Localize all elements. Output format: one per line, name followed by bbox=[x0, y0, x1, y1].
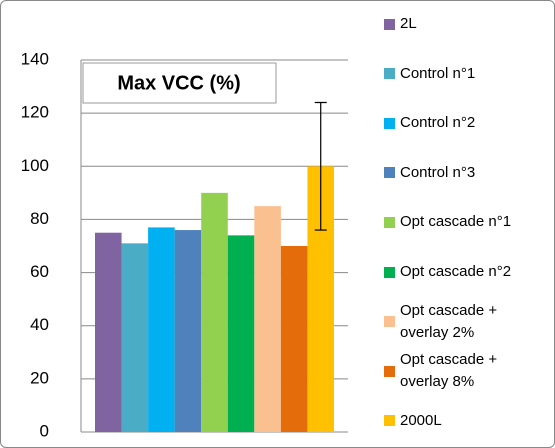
chart-title: Max VCC (%) bbox=[117, 72, 240, 94]
legend-label: 2L bbox=[400, 15, 417, 32]
y-tick-label: 60 bbox=[30, 262, 49, 281]
legend-swatch bbox=[384, 68, 395, 80]
legend-item: Control n°2 bbox=[384, 112, 475, 134]
legend-label: 2000L bbox=[400, 411, 442, 429]
y-tick-label: 140 bbox=[21, 49, 49, 68]
y-tick-label: 20 bbox=[30, 368, 49, 387]
legend-item: Opt cascade n°1 bbox=[384, 211, 511, 233]
legend-swatch bbox=[384, 316, 395, 328]
legend-item: Opt cascade n°2 bbox=[384, 261, 511, 283]
bar bbox=[254, 206, 281, 432]
y-tick-label: 80 bbox=[30, 209, 49, 228]
y-tick-label: 0 bbox=[40, 421, 49, 440]
legend-item: Opt cascade + overlay 2% bbox=[384, 300, 497, 344]
title-box bbox=[82, 62, 277, 104]
bar bbox=[201, 192, 228, 432]
y-tick-label: 100 bbox=[21, 156, 49, 175]
legend-item: 2L bbox=[384, 13, 417, 35]
legend-item: 2000L bbox=[384, 410, 442, 432]
legend-swatch bbox=[384, 266, 395, 278]
legend-label: Opt cascade + overlay 2% bbox=[400, 301, 498, 341]
legend-item: Control n°3 bbox=[384, 162, 475, 184]
legend-swatch bbox=[384, 415, 395, 427]
legend-swatch bbox=[384, 167, 395, 179]
legend-label: Control n°3 bbox=[400, 163, 476, 181]
legend-label: Opt cascade n°2 bbox=[400, 263, 512, 280]
y-tick-label: 120 bbox=[21, 103, 49, 122]
legend-label: Opt cascade + overlay 8% bbox=[400, 351, 498, 391]
bar bbox=[148, 227, 175, 432]
legend-label: Opt cascade n°1 bbox=[400, 213, 512, 231]
legend-label: Control n°1 bbox=[400, 64, 476, 82]
legend-swatch bbox=[384, 18, 395, 30]
y-tick-label: 40 bbox=[30, 315, 49, 334]
bar bbox=[280, 246, 308, 432]
legend-swatch bbox=[384, 117, 395, 129]
legend-swatch bbox=[384, 365, 395, 377]
bar bbox=[227, 235, 255, 432]
legend-item: Control n°1 bbox=[384, 63, 475, 85]
bar bbox=[174, 230, 202, 432]
bar bbox=[95, 232, 122, 432]
legend-label: Control n°2 bbox=[400, 114, 476, 132]
legend-item: Opt cascade + overlay 8% bbox=[384, 349, 497, 393]
legend-swatch bbox=[384, 216, 395, 228]
bar bbox=[121, 243, 149, 432]
